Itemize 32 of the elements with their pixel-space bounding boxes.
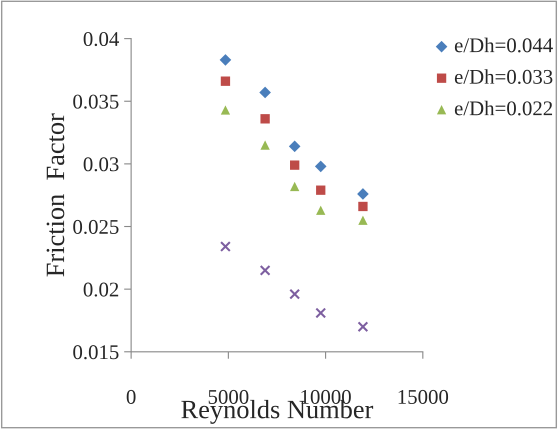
y-tick-label: 0.025 (73, 220, 119, 234)
legend-label: e/Dh=0.022 (454, 100, 552, 116)
point (220, 54, 232, 66)
point (289, 288, 300, 300)
y-tick-label: 0.03 (84, 157, 119, 172)
point (260, 114, 270, 124)
point (288, 140, 300, 152)
point (315, 308, 326, 318)
point (220, 76, 230, 86)
y-axis-title: Friction Factor (46, 113, 64, 277)
point (220, 241, 231, 252)
point (357, 321, 368, 332)
point (316, 206, 326, 215)
point (259, 86, 271, 98)
y-tick-label: 0.02 (84, 282, 118, 297)
point (316, 186, 326, 195)
y-tick-label: 0.015 (73, 345, 119, 360)
y-tick-label: 0.04 (84, 32, 119, 46)
point (290, 182, 300, 192)
x-tick-label: 15000 (398, 390, 448, 404)
point (260, 264, 271, 276)
point (358, 202, 368, 212)
point (314, 160, 327, 172)
point (357, 188, 369, 200)
y-tick-label: 0.035 (73, 94, 119, 109)
point (260, 140, 270, 150)
legend-label: e/Dh=0.033 (454, 69, 552, 84)
point (290, 160, 300, 170)
point (358, 216, 368, 225)
point (220, 105, 230, 115)
legend-label: e/Dh=0.044 (454, 38, 553, 52)
x-tick-label: 0 (126, 390, 136, 404)
